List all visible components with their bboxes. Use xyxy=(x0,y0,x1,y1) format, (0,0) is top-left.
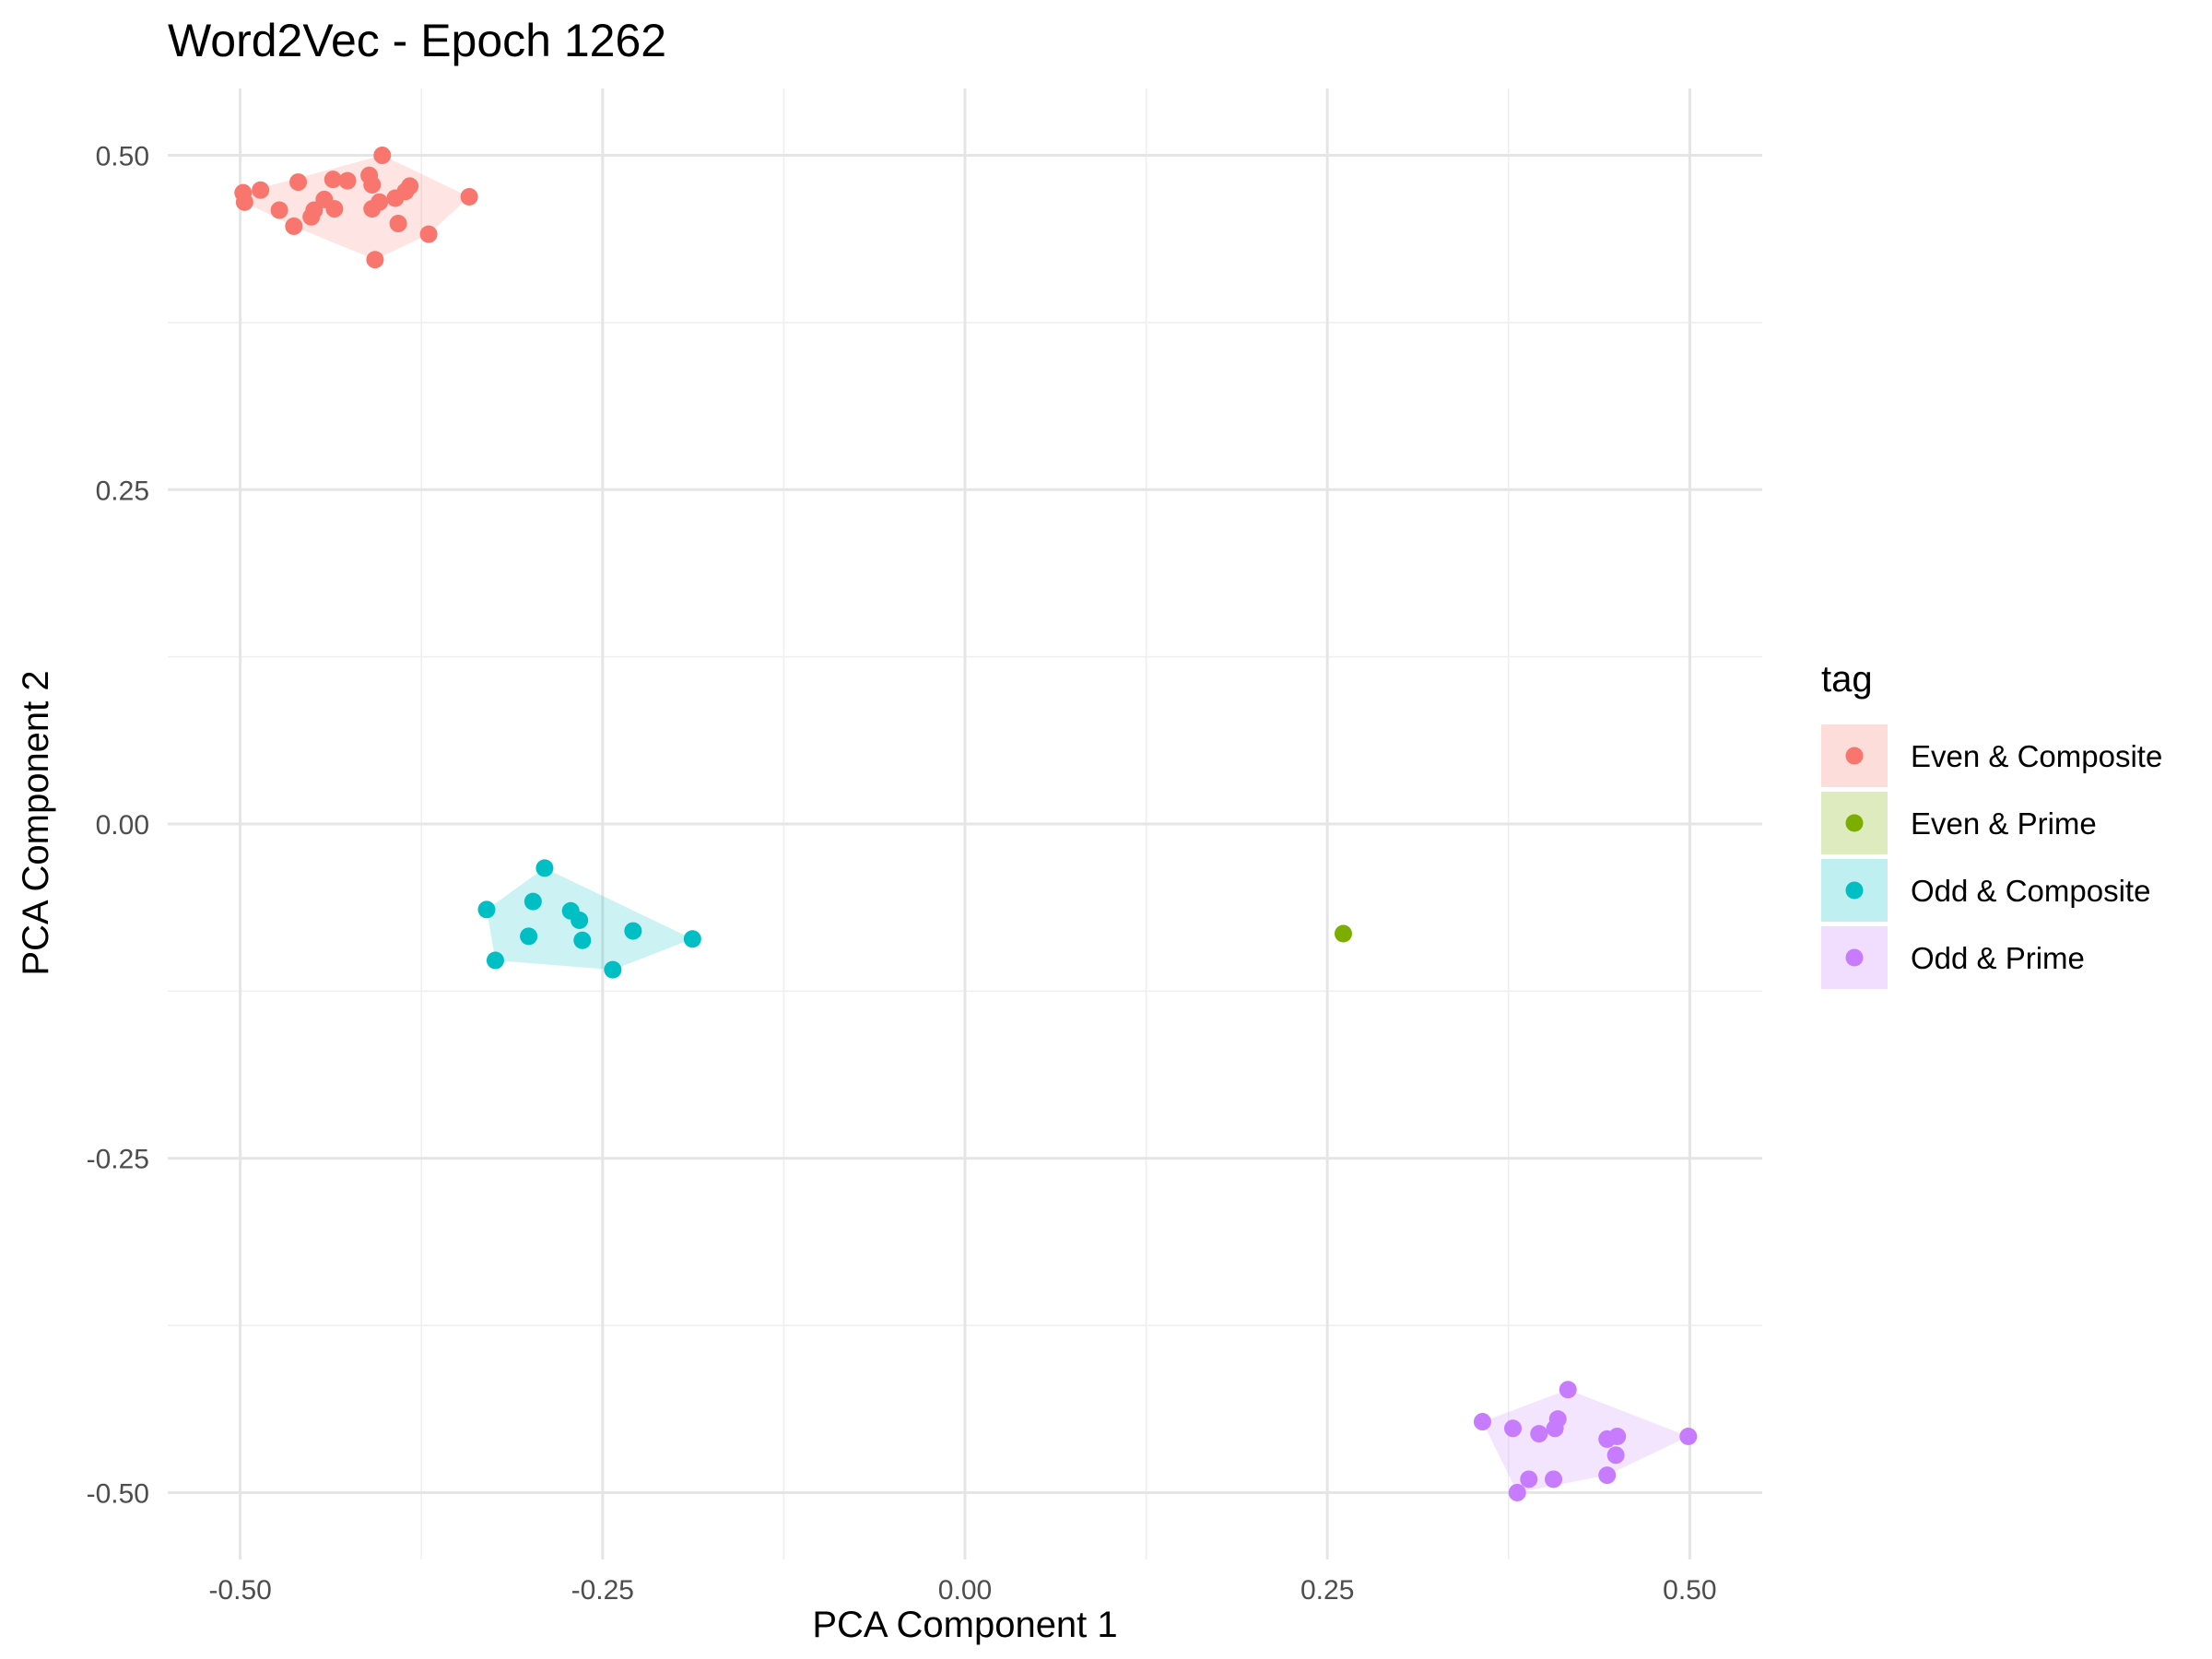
y-axis-title: PCA Component 2 xyxy=(16,670,56,975)
data-point xyxy=(1548,1410,1567,1429)
data-point xyxy=(371,193,389,211)
legend-marker xyxy=(1845,948,1864,967)
data-point xyxy=(520,927,538,946)
y-tick-label: 0.25 xyxy=(96,476,149,506)
y-axis-ticks: -0.50 -0.25 0.00 0.25 0.50 xyxy=(87,142,149,1510)
data-point xyxy=(624,922,642,940)
data-point xyxy=(338,171,357,190)
data-point xyxy=(460,188,478,206)
legend: tag Even & Composite Even & Prime Odd & Co… xyxy=(1821,659,2162,989)
y-tick-label: -0.50 xyxy=(87,1478,149,1509)
data-point xyxy=(604,960,622,979)
data-point xyxy=(1520,1470,1538,1488)
data-point xyxy=(1530,1425,1548,1443)
y-tick-label: 0.00 xyxy=(96,810,149,841)
major-gridlines xyxy=(168,88,1762,1559)
x-axis-title: PCA Component 1 xyxy=(812,1605,1117,1645)
data-point xyxy=(401,177,419,195)
data-point xyxy=(1608,1428,1627,1446)
data-point xyxy=(524,892,542,911)
x-tick-label: 0.00 xyxy=(938,1575,992,1606)
legend-label: Odd & Prime xyxy=(1911,941,2085,975)
legend-items: Even & Composite Even & Prime Odd & Compos… xyxy=(1821,724,2162,989)
data-point xyxy=(270,201,288,219)
data-point xyxy=(1559,1381,1577,1399)
data-point xyxy=(373,147,392,165)
legend-label: Even & Composite xyxy=(1911,739,2162,773)
data-point xyxy=(324,171,342,189)
data-point xyxy=(1598,1466,1617,1485)
data-point xyxy=(389,215,407,233)
data-point xyxy=(289,173,308,192)
data-point xyxy=(325,200,344,218)
data-point xyxy=(366,251,384,269)
legend-title: tag xyxy=(1821,659,1873,700)
data-point xyxy=(1545,1470,1563,1488)
data-point xyxy=(1503,1419,1522,1438)
x-tick-label: -0.50 xyxy=(208,1575,271,1606)
y-tick-label: 0.50 xyxy=(96,142,149,172)
data-point xyxy=(571,911,589,929)
x-tick-label: 0.25 xyxy=(1300,1575,1354,1606)
data-point xyxy=(535,859,554,877)
data-point xyxy=(285,217,303,235)
x-tick-label: -0.25 xyxy=(571,1575,634,1606)
legend-marker xyxy=(1845,747,1864,765)
legend-label: Odd & Composite xyxy=(1911,874,2150,908)
data-points xyxy=(234,147,1698,1501)
data-point xyxy=(419,225,438,243)
data-point xyxy=(477,900,496,919)
chart-title: Word2Vec - Epoch 1262 xyxy=(168,15,666,66)
legend-label: Even & Prime xyxy=(1911,806,2097,841)
cluster-hull xyxy=(1482,1389,1688,1493)
data-point xyxy=(1606,1446,1625,1465)
data-point xyxy=(1679,1428,1698,1446)
x-tick-label: 0.50 xyxy=(1663,1575,1716,1606)
legend-marker xyxy=(1845,881,1864,900)
legend-marker xyxy=(1845,814,1864,832)
data-point xyxy=(486,951,504,970)
data-point xyxy=(363,175,382,194)
data-point xyxy=(1508,1483,1526,1501)
data-point xyxy=(1334,924,1352,943)
data-point xyxy=(1473,1413,1491,1431)
x-axis-ticks: -0.50 -0.25 0.00 0.25 0.50 xyxy=(208,1575,1716,1606)
y-tick-label: -0.25 xyxy=(87,1145,149,1175)
data-point xyxy=(235,193,253,211)
data-point xyxy=(252,181,270,199)
data-point xyxy=(683,930,701,948)
cluster-hull xyxy=(487,867,693,971)
data-point xyxy=(573,931,592,949)
